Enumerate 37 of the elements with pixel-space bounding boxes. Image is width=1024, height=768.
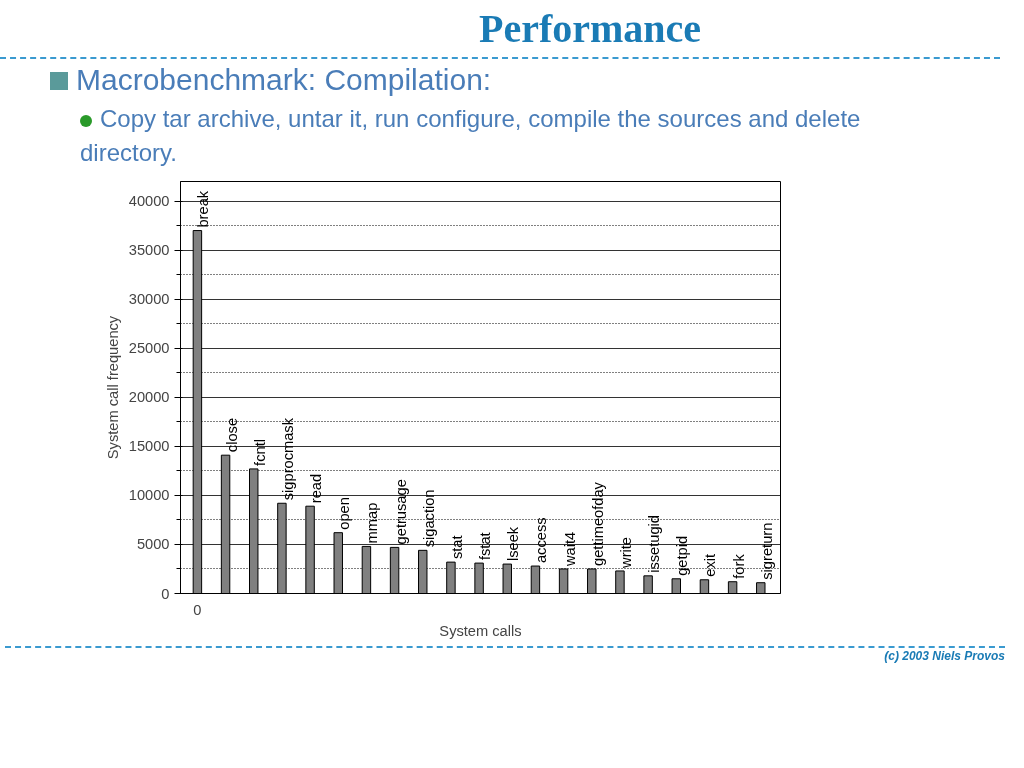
y-tick-label: 0 [161,585,170,602]
y-tick-label: 40000 [128,192,170,209]
y-axis-title: System call frequency [104,314,121,459]
x-tick-label: exit [702,553,719,577]
y-tick-label: 20000 [128,388,170,405]
x-tick-label: getpid [674,535,691,576]
x-tick-label: close [223,417,240,452]
x-tick-label: read [308,473,325,503]
x-tick-label: sigprocmask [279,416,296,500]
x-tick-label: getrusage [392,478,409,544]
x-tick-label: fcntl [251,438,268,466]
x-tick-label: lseek [505,525,522,561]
x-axis-title: System calls [439,622,522,639]
x-tick-label: issetugid [646,514,663,573]
y-tick-label: 30000 [128,290,170,307]
chart-subtitle: Macrobenchmark: Compilation: [75,62,492,99]
x-tick-label: access [533,516,550,563]
x-tick-label: write [617,536,634,569]
x-tick-label: wait4 [561,531,578,567]
text: (c) 2003 Niels Provos [884,647,1005,665]
y-tick-label: 35000 [128,241,170,258]
y-tick-label: 25000 [128,339,170,356]
x-tick-label: sigaction [420,489,437,547]
x-tick-label: gettimeofday [589,480,606,566]
x-tick-label: fstat [477,531,494,560]
x-tick-label: stat [448,535,465,559]
y-tick-label: 5000 [136,536,170,552]
x-tick-label: mmap [364,502,381,543]
text: Copy tar archive, untar it, run configure, compile the sources and delete directory. [80,104,862,169]
x-tick-label: open [336,496,353,530]
y-tick-label: 15000 [128,437,170,454]
x-tick-label: break [195,189,212,228]
x-tick-label: sigreturn [758,522,775,580]
text: 0 [193,601,202,618]
x-tick-label: fork [730,553,747,579]
y-tick-label: 10000 [128,486,170,503]
chart-title: Performance [478,5,702,53]
